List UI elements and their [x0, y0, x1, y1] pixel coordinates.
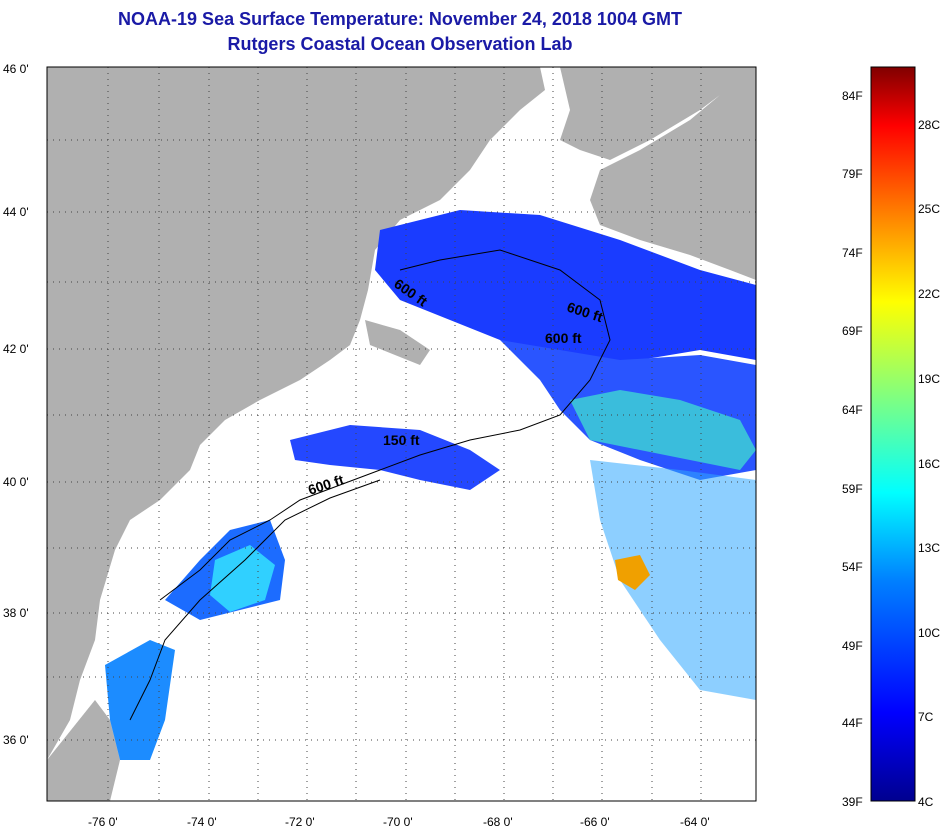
land-us-coast	[47, 67, 545, 760]
colorbar-c-label: 10C	[918, 626, 940, 640]
land-cape	[365, 320, 430, 365]
colorbar-c-label: 13C	[918, 541, 940, 555]
lon-tick-label: -66 0'	[580, 815, 610, 829]
lon-tick-label: -68 0'	[483, 815, 513, 829]
lat-tick-label: 36 0'	[3, 733, 29, 747]
colorbar-c-label: 28C	[918, 118, 940, 132]
map-frame	[46, 66, 757, 802]
colorbar-f-label: 79F	[842, 167, 863, 181]
lon-tick-label: -76 0'	[88, 815, 118, 829]
lat-tick-label: 38 0'	[3, 606, 29, 620]
contour-label: 600 ft	[545, 330, 582, 346]
colorbar-c-label: 4C	[918, 795, 934, 809]
colorbar	[870, 66, 916, 802]
lat-tick-label: 44 0'	[3, 205, 29, 219]
colorbar-c-label: 25C	[918, 202, 940, 216]
sst-patch-nantucket	[290, 425, 500, 490]
colorbar-c-label: 22C	[918, 287, 940, 301]
colorbar-f-label: 44F	[842, 716, 863, 730]
contour-label: 150 ft	[383, 432, 420, 448]
lon-tick-label: -72 0'	[285, 815, 315, 829]
depth-contours	[129, 249, 611, 721]
sst-patch-gulf-of-maine	[375, 210, 756, 380]
sst-patch-warm-slope	[570, 390, 756, 470]
colorbar-f-label: 49F	[842, 639, 863, 653]
colorbar-c-label: 7C	[918, 710, 934, 724]
colorbar-c-label: 16C	[918, 457, 940, 471]
colorbar-f-label: 54F	[842, 560, 863, 574]
colorbar-f-label: 59F	[842, 482, 863, 496]
chart-subtitle: Rutgers Coastal Ocean Observation Lab	[227, 34, 573, 54]
colorbar-c-label: 19C	[918, 372, 940, 386]
grid	[47, 67, 756, 801]
land-nova-scotia	[560, 67, 756, 280]
colorbar-f-label: 84F	[842, 89, 863, 103]
lon-tick-label: -64 0'	[680, 815, 710, 829]
lon-tick-label: -70 0'	[383, 815, 413, 829]
colorbar-f-label: 74F	[842, 246, 863, 260]
lat-tick-label: 40 0'	[3, 475, 29, 489]
lat-tick-label: 42 0'	[3, 342, 29, 356]
sst-patch-mid-atlantic-warm	[210, 545, 275, 612]
colorbar-f-label: 39F	[842, 795, 863, 809]
colorbar-f-label: 64F	[842, 403, 863, 417]
sst-patch-warm-spot	[615, 555, 650, 590]
land-delmarva	[47, 700, 120, 801]
lat-tick-label: 46 0'	[3, 62, 29, 76]
sst-patch-scattered-east	[590, 460, 756, 700]
colorbar-f-label: 69F	[842, 324, 863, 338]
lon-tick-label: -74 0'	[187, 815, 217, 829]
chart-title: NOAA-19 Sea Surface Temperature: Novembe…	[118, 9, 682, 29]
